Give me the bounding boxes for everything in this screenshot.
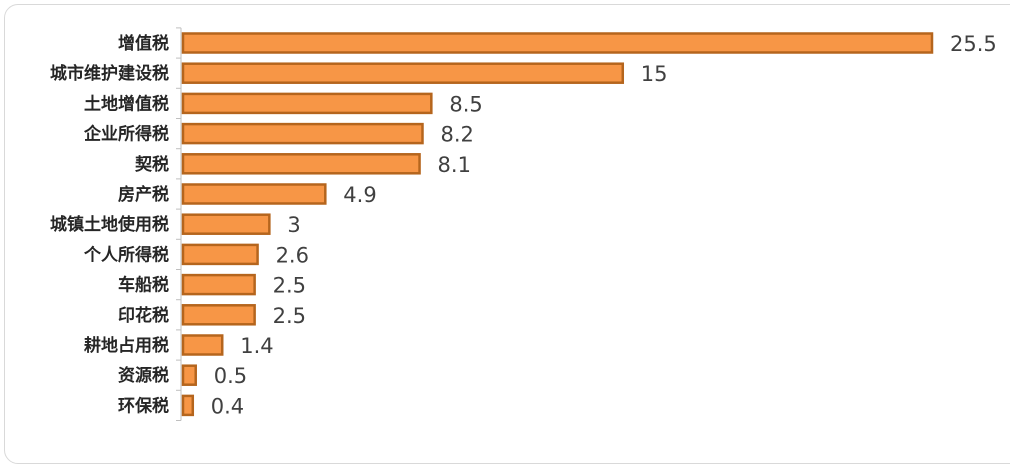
value-label: 8.2 bbox=[440, 123, 473, 147]
bar bbox=[181, 153, 421, 175]
bar bbox=[181, 122, 424, 145]
bar bbox=[181, 304, 256, 326]
value-label: 4.9 bbox=[343, 183, 376, 207]
value-label: 8.1 bbox=[438, 153, 471, 177]
value-label: 2.5 bbox=[273, 274, 306, 298]
value-label: 2.6 bbox=[276, 243, 309, 267]
category-label: 增值税 bbox=[118, 33, 169, 54]
value-label: 0.5 bbox=[214, 364, 247, 388]
bar bbox=[181, 394, 195, 417]
category-label: 车船税 bbox=[118, 275, 169, 296]
bar bbox=[181, 243, 259, 266]
bar bbox=[181, 273, 256, 296]
bar bbox=[181, 334, 224, 356]
category-label: 城镇土地使用税 bbox=[50, 214, 169, 235]
category-label: 个人所得税 bbox=[83, 244, 169, 265]
category-label: 契税 bbox=[134, 154, 169, 175]
category-label: 资源税 bbox=[118, 365, 169, 386]
category-label: 土地增值税 bbox=[84, 93, 169, 114]
bar bbox=[181, 213, 271, 235]
value-label: 15 bbox=[641, 62, 668, 86]
bar bbox=[181, 183, 327, 205]
bar-chart: 增值税城市维护建设税土地增值税企业所得税契税房产税城镇土地使用税个人所得税车船税… bbox=[50, 27, 997, 421]
value-label: 25.5 bbox=[950, 32, 997, 56]
bar bbox=[181, 62, 625, 84]
category-label: 企业所得税 bbox=[83, 124, 169, 145]
value-label: 0.4 bbox=[211, 394, 244, 418]
category-label: 房产税 bbox=[118, 184, 169, 205]
category-label: 环保税 bbox=[118, 395, 169, 416]
bar bbox=[181, 32, 934, 54]
category-label: 城市维护建设税 bbox=[50, 63, 169, 84]
value-label: 3 bbox=[287, 213, 300, 237]
bar bbox=[181, 364, 197, 386]
value-label: 8.5 bbox=[449, 92, 482, 116]
category-label: 耕地占用税 bbox=[84, 335, 169, 356]
category-label: 印花税 bbox=[118, 305, 169, 326]
bar bbox=[181, 92, 433, 115]
value-label: 2.5 bbox=[273, 304, 306, 328]
value-label: 1.4 bbox=[240, 334, 273, 358]
